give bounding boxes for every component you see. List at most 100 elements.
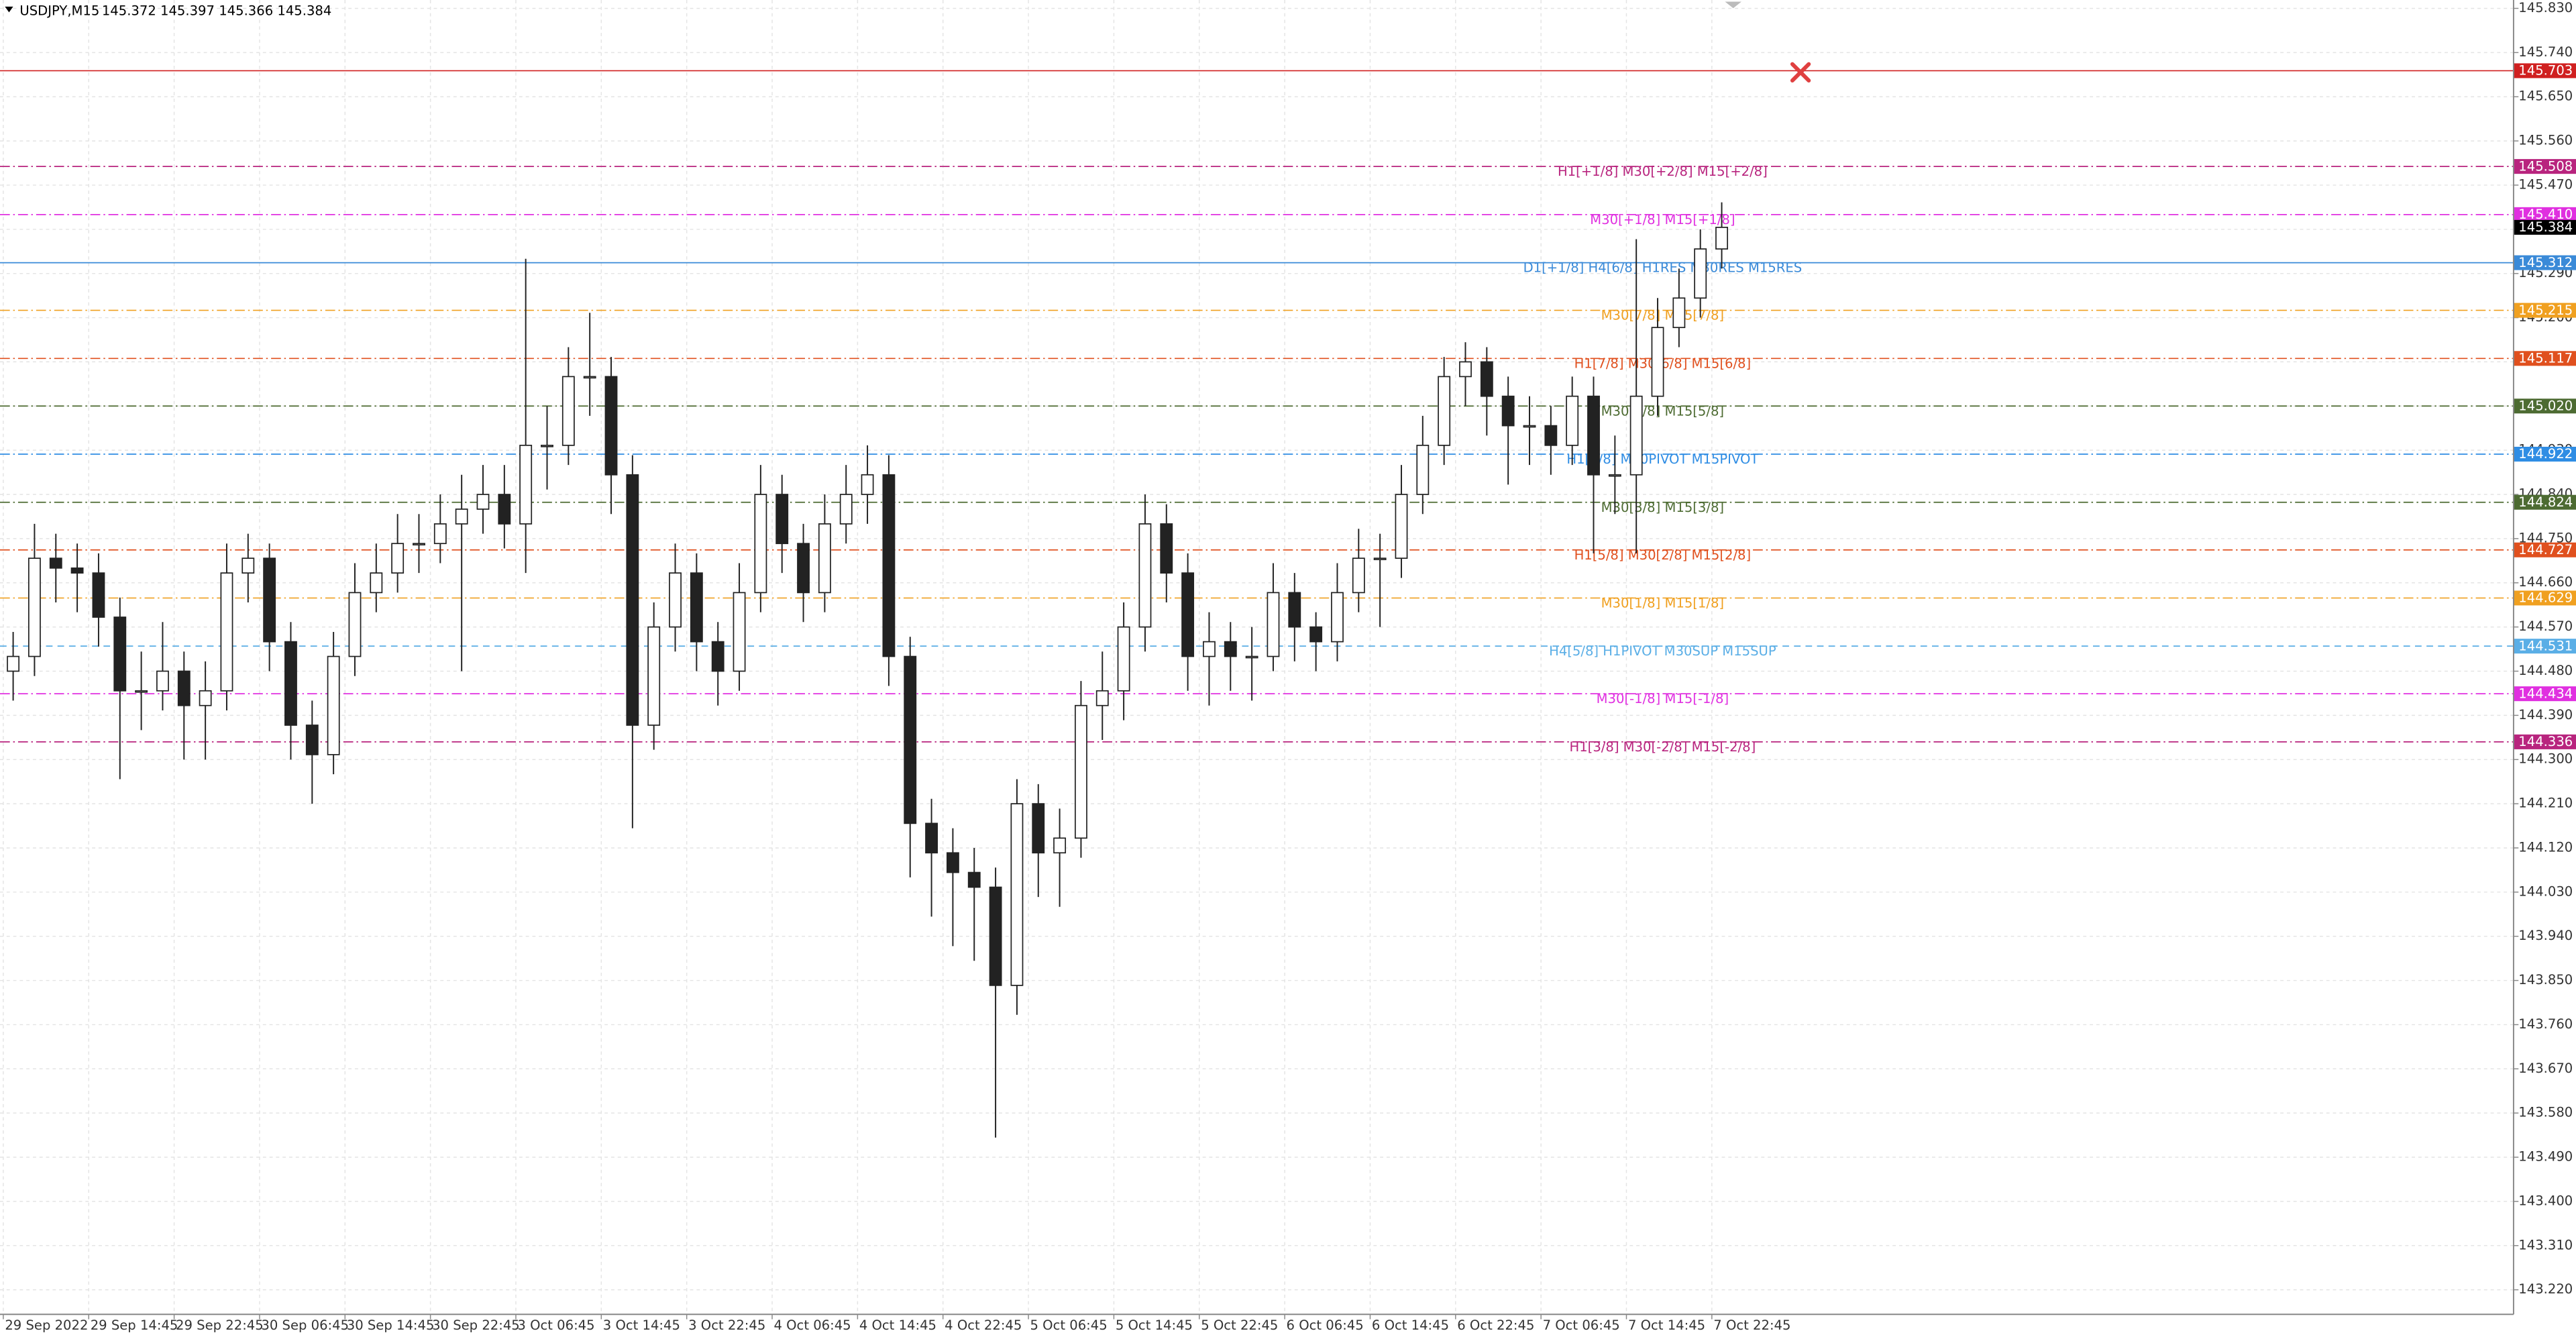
candle-body — [1459, 361, 1472, 378]
price-tag-label: 145.020 — [2518, 398, 2573, 414]
candle-body — [818, 523, 831, 594]
candle-body — [220, 572, 233, 692]
candle-body — [1587, 395, 1600, 476]
symbol-menu-arrow[interactable] — [5, 6, 13, 13]
price-tag — [2513, 639, 2576, 654]
x-tick-label: 6 Oct 22:45 — [1457, 1318, 1534, 1333]
candle-body — [946, 852, 959, 873]
level-label: M30[3/8] M15[3/8] — [1601, 500, 1724, 515]
candle-body — [199, 690, 212, 706]
candle-body — [7, 655, 20, 672]
candle-body — [1373, 557, 1387, 560]
candles — [7, 202, 1728, 1138]
candle-body — [1651, 327, 1664, 397]
candle-body — [882, 474, 896, 657]
price-tag — [2513, 207, 2576, 222]
y-tick-label: 144.390 — [2518, 707, 2573, 722]
price-tag — [2513, 255, 2576, 270]
price-tag-label: 144.824 — [2518, 494, 2573, 510]
y-tick-label: 145.830 — [2518, 0, 2573, 15]
price-tag — [2513, 734, 2576, 749]
candle-body — [433, 523, 447, 545]
candle-body — [156, 670, 169, 692]
x-tick-label: 3 Oct 14:45 — [603, 1318, 680, 1333]
candle-body — [1438, 376, 1451, 446]
y-tick-label: 145.470 — [2518, 176, 2573, 192]
candle-body — [604, 376, 618, 476]
candle-body — [541, 444, 553, 447]
x-tick-label: 5 Oct 06:45 — [1030, 1318, 1108, 1333]
grid — [0, 0, 2514, 1315]
y-tick-label: 144.750 — [2518, 530, 2573, 545]
symbol-title: USDJPY,M15 — [19, 3, 99, 19]
candle-body — [1715, 227, 1728, 250]
candle-body — [1181, 572, 1195, 657]
price-tag-label: 145.508 — [2518, 158, 2573, 174]
y-tick-label: 144.120 — [2518, 839, 2573, 855]
candle-body — [1160, 523, 1173, 574]
candle-body — [519, 444, 533, 525]
price-tag — [2513, 686, 2576, 702]
y-tick-label: 143.760 — [2518, 1016, 2573, 1032]
candle-body — [327, 655, 340, 755]
candle-body — [861, 474, 874, 495]
y-tick-label: 144.300 — [2518, 751, 2573, 767]
level-label: M30[5/8] M15[5/8] — [1601, 403, 1724, 419]
candle-body — [1309, 626, 1323, 643]
x-tick-label: 4 Oct 14:45 — [859, 1318, 936, 1333]
x-tick-label: 30 Sep 14:45 — [347, 1318, 435, 1333]
level-label: M30[1/8] M15[1/8] — [1601, 596, 1724, 611]
candle-body — [626, 474, 639, 726]
price-tag — [2513, 398, 2576, 414]
current-price-tag — [2513, 219, 2576, 235]
price-tag-label: 144.727 — [2518, 542, 2573, 557]
candle-body — [1053, 837, 1067, 854]
x-tick-label: 3 Oct 06:45 — [517, 1318, 594, 1333]
x-tick-label: 7 Oct 06:45 — [1543, 1318, 1620, 1333]
candle-body — [135, 690, 148, 693]
candle-body — [989, 886, 1002, 986]
x-tick-label: 7 Oct 14:45 — [1628, 1318, 1705, 1333]
candle-body — [413, 543, 425, 546]
candle-body — [690, 572, 703, 643]
candle-body — [1331, 592, 1344, 643]
price-tag-label: 145.312 — [2518, 255, 2573, 270]
level-label: H1[5/8] M30[2/8] M15[2/8] — [1574, 547, 1752, 563]
shift-marker — [1725, 1, 1741, 9]
candle-body — [476, 494, 490, 510]
candle-body — [1245, 655, 1258, 659]
y-tick-label: 143.310 — [2518, 1237, 2573, 1252]
candle-body — [1395, 494, 1408, 559]
price-tag-label: 145.117 — [2518, 351, 2573, 366]
price-tag — [2513, 446, 2576, 462]
candle-body — [733, 592, 746, 672]
y-tick-label: 143.850 — [2518, 972, 2573, 987]
candle-body — [498, 494, 511, 525]
candle-body — [1672, 297, 1686, 329]
level-label: D1[+1/8] H4[6/8] H1RES M30RES M15RES — [1523, 260, 1803, 276]
candle-body — [1566, 395, 1579, 446]
candle-body — [305, 725, 319, 755]
candle-body — [904, 655, 917, 824]
candle-body — [647, 626, 661, 726]
candle-body — [177, 670, 191, 706]
candle-body — [455, 508, 468, 525]
price-tag — [2513, 494, 2576, 510]
price-tag-label: 144.629 — [2518, 590, 2573, 606]
close-icon[interactable] — [1790, 62, 1811, 83]
candle-body — [284, 641, 297, 726]
candle-body — [1288, 592, 1301, 628]
candle-body — [92, 572, 105, 618]
price-tag — [2513, 63, 2576, 78]
y-tick-label: 143.490 — [2518, 1149, 2573, 1165]
price-tag — [2513, 590, 2576, 606]
candle-body — [775, 494, 789, 545]
price-tag-label: 145.703 — [2518, 63, 2573, 78]
candle-body — [1608, 474, 1621, 477]
candle-body — [1416, 444, 1430, 495]
current-price-label: 145.384 — [2518, 219, 2573, 235]
x-tick-label: 30 Sep 06:45 — [261, 1318, 349, 1333]
x-tick-label: 3 Oct 22:45 — [688, 1318, 765, 1333]
